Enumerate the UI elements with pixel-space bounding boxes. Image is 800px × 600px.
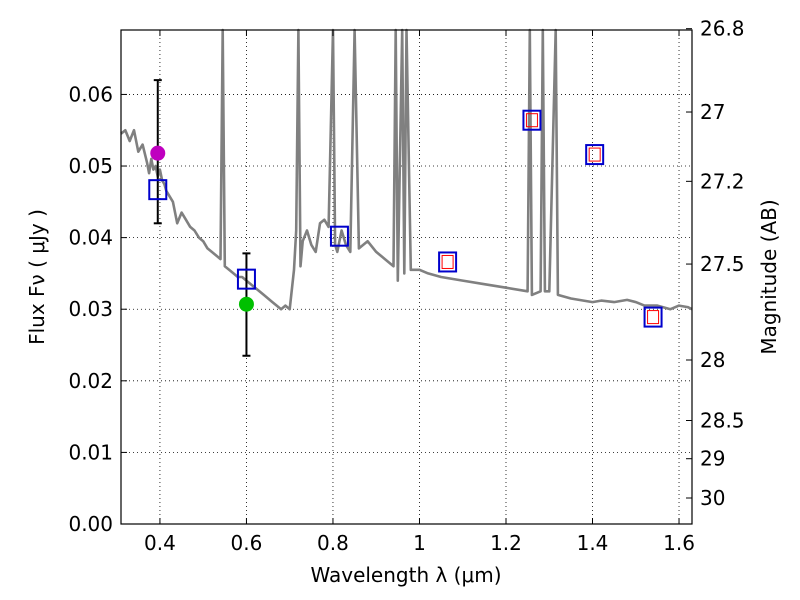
model-band-point	[438, 251, 458, 273]
x-tick-label: 1.4	[577, 531, 609, 555]
model-band-point	[236, 268, 256, 290]
x-tick-label: 1.6	[663, 531, 695, 555]
y2-tick-label: 29	[700, 447, 725, 471]
y-tick-label: 0.03	[68, 297, 113, 321]
y-tick-label: 0.01	[68, 440, 113, 464]
model-band-point	[329, 225, 349, 247]
model-band-point	[148, 179, 168, 201]
model-band-inner	[647, 310, 660, 325]
y2-tick-label: 28	[700, 348, 725, 372]
y-axis-title: Flux Fν ( μJy )	[25, 209, 49, 345]
y-tick-label: 0.05	[68, 154, 113, 178]
model-band-point	[585, 144, 605, 166]
x-axis-title: Wavelength λ (μm)	[310, 563, 501, 587]
y-tick-label: 0.00	[68, 512, 113, 536]
y2-tick-label: 27	[700, 100, 725, 124]
y2-tick-label: 27.5	[700, 252, 745, 276]
x-tick-label: 1	[413, 531, 426, 555]
observed-point	[150, 145, 166, 161]
points-layer	[148, 79, 663, 357]
model-band-inner	[525, 113, 538, 128]
y-tick-label: 0.02	[68, 369, 113, 393]
axis-layer: 0.4 0.6 0.8 1 1.2 1.4 1.6 0.00 0.01 0.02 0.03 0.04 0…	[68, 17, 744, 555]
x-tick-label: 1.2	[490, 531, 522, 555]
y2-tick-label: 26.8	[700, 17, 745, 41]
model-band-point	[522, 109, 542, 131]
y-tick-label: 0.06	[68, 82, 113, 106]
observed-point	[238, 296, 254, 312]
y2-tick-label: 30	[700, 486, 725, 510]
model-band-inner	[588, 147, 601, 162]
y2-tick-label: 27.2	[700, 169, 745, 193]
x-tick-label: 0.4	[144, 531, 176, 555]
y2-axis-title: Magnitude (AB)	[757, 199, 781, 354]
x-tick-label: 0.8	[317, 531, 349, 555]
x-tick-label: 0.6	[231, 531, 263, 555]
model-band-inner	[441, 254, 454, 269]
plot-frame	[120, 29, 693, 525]
series-layer	[120, 28, 693, 311]
y-tick-label: 0.04	[68, 226, 113, 250]
model-spectrum-line	[120, 28, 693, 311]
y2-tick-label: 28.5	[700, 409, 745, 433]
model-band-point	[643, 306, 663, 328]
